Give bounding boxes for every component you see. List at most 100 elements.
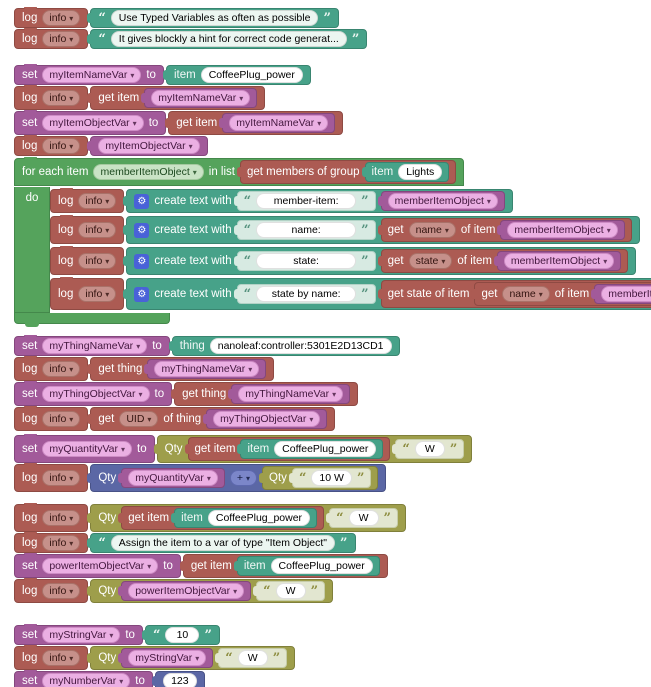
attribute-dropdown[interactable]: UID ▾ bbox=[119, 411, 159, 427]
log-block[interactable]: log info ▾ bbox=[14, 28, 89, 49]
variable-dropdown[interactable]: myItemObjectVar ▾ bbox=[98, 138, 200, 154]
text-block[interactable]: “ Assign the item to a var of type "Item… bbox=[87, 533, 356, 553]
log-block[interactable]: log info ▾ bbox=[50, 277, 125, 310]
variable-get-block[interactable]: myThingNameVar ▾ bbox=[144, 359, 267, 379]
gear-icon[interactable]: ⚙ bbox=[134, 193, 150, 209]
variable-dropdown[interactable]: myThingNameVar ▾ bbox=[154, 361, 260, 377]
variable-get-block[interactable]: myStringVar ▾ bbox=[118, 648, 214, 668]
set-variable-block[interactable]: set myItemObjectVar ▾ to bbox=[14, 110, 167, 135]
variable-dropdown[interactable]: myStringVar ▾ bbox=[128, 650, 207, 666]
quantity-block[interactable]: Qty “ 10 W ” bbox=[259, 466, 379, 490]
variable-dropdown[interactable]: memberItemObject▾ bbox=[387, 193, 498, 209]
get-item-block[interactable]: get item myItemNameVar ▾ bbox=[87, 86, 266, 110]
log-block[interactable]: log info ▾ bbox=[14, 406, 89, 431]
get-item-block[interactable]: get item item CoffeePlug_power bbox=[179, 554, 388, 578]
item-name-field[interactable]: CoffeePlug_power bbox=[207, 510, 311, 526]
item-block[interactable]: item CoffeePlug_power bbox=[237, 439, 384, 459]
log-block[interactable]: log info ▾ bbox=[14, 503, 89, 532]
gear-icon[interactable]: ⚙ bbox=[134, 222, 150, 238]
create-text-block[interactable]: ⚙ create text with “ state by name: ” ge… bbox=[123, 278, 651, 310]
log-block[interactable]: log info ▾ bbox=[14, 85, 89, 110]
variable-dropdown[interactable]: myItemNameVar ▾ bbox=[42, 67, 142, 83]
get-members-block[interactable]: get members of group item Lights bbox=[236, 160, 457, 184]
attribute-dropdown[interactable]: name ▾ bbox=[408, 222, 456, 238]
item-name-field[interactable]: CoffeePlug_power bbox=[200, 67, 303, 83]
get-item-block[interactable]: get item myItemNameVar ▾ bbox=[165, 111, 344, 135]
log-level-dropdown[interactable]: info ▾ bbox=[42, 138, 81, 154]
log-block[interactable]: log info ▾ bbox=[14, 7, 89, 28]
quantity-block[interactable]: Qty get item item CoffeePlug_power “ W ” bbox=[87, 504, 407, 532]
log-block[interactable]: log info ▾ bbox=[14, 578, 89, 603]
text-shadow-block[interactable]: “ member-item: ” bbox=[233, 191, 376, 211]
text-shadow-block[interactable]: “ W ” bbox=[392, 439, 465, 459]
item-name-field[interactable]: CoffeePlug_power bbox=[274, 441, 377, 457]
quantity-arithmetic-block[interactable]: Qty myQuantityVar ▾ + ▾ Qty “ 10 W ” bbox=[87, 464, 387, 492]
get-state-of-item-block[interactable]: get state of item get name ▾ of item memb… bbox=[377, 280, 651, 308]
variable-get-block[interactable]: myThingObjectVar ▾ bbox=[203, 409, 328, 429]
quantity-block[interactable]: Qty powerItemObjectVar ▾ “ W ” bbox=[87, 579, 334, 603]
text-field[interactable]: member-item: bbox=[256, 193, 357, 209]
item-block[interactable]: item CoffeePlug_power bbox=[171, 508, 318, 528]
variable-get-block[interactable]: memberItemObject▾ bbox=[493, 251, 622, 271]
quantity-block[interactable]: Qty get item item CoffeePlug_power “ W ” bbox=[153, 435, 473, 463]
quantity-block[interactable]: Qty myStringVar ▾ “ W ” bbox=[87, 646, 296, 670]
get-thing-block[interactable]: get thing myThingNameVar ▾ bbox=[171, 382, 359, 406]
text-field[interactable]: It gives blockly a hint for correct code… bbox=[110, 31, 347, 47]
variable-get-block[interactable]: myQuantityVar ▾ bbox=[118, 468, 225, 488]
log-level-dropdown[interactable]: info ▾ bbox=[42, 583, 81, 599]
variable-dropdown[interactable]: powerItemObjectVar ▾ bbox=[128, 583, 245, 599]
variable-dropdown[interactable]: myItemObjectVar ▾ bbox=[42, 115, 144, 131]
set-variable-block[interactable]: set myItemNameVar ▾ to bbox=[14, 64, 164, 85]
variable-dropdown[interactable]: myThingNameVar ▾ bbox=[42, 338, 148, 354]
create-text-block[interactable]: ⚙ create text with “ member-item: ” memb… bbox=[123, 189, 513, 213]
quantity-value-field[interactable]: 10 W bbox=[311, 470, 352, 486]
variable-dropdown[interactable]: powerItemObjectVar ▾ bbox=[42, 558, 159, 574]
log-block[interactable]: log info ▾ bbox=[14, 645, 89, 670]
get-thing-block[interactable]: get thing myThingNameVar ▾ bbox=[87, 357, 275, 381]
set-variable-block[interactable]: set myThingObjectVar ▾ to bbox=[14, 381, 173, 406]
variable-dropdown[interactable]: myNumberVar ▾ bbox=[42, 673, 131, 687]
log-level-dropdown[interactable]: info ▾ bbox=[42, 31, 81, 47]
text-field[interactable]: Use Typed Variables as often as possible bbox=[110, 10, 319, 26]
for-each-loop-block[interactable]: for each item memberItemObject ▾ in list … bbox=[14, 157, 651, 327]
thing-uid-field[interactable]: nanoleaf:controller:5301E2D13CD1 bbox=[209, 338, 392, 354]
set-variable-block[interactable]: set myQuantityVar ▾ to bbox=[14, 434, 155, 463]
variable-get-block[interactable]: memberItemObject▾ bbox=[591, 284, 651, 304]
variable-dropdown[interactable]: myThingObjectVar ▾ bbox=[213, 411, 321, 427]
variable-dropdown[interactable]: memberItemObject▾ bbox=[507, 222, 618, 238]
attribute-dropdown[interactable]: name ▾ bbox=[502, 286, 550, 302]
text-shadow-block[interactable]: “ W ” bbox=[326, 508, 399, 528]
log-level-dropdown[interactable]: info ▾ bbox=[78, 193, 117, 209]
variable-get-block[interactable]: memberItemObject▾ bbox=[497, 220, 625, 240]
variable-get-block[interactable]: myItemNameVar ▾ bbox=[141, 88, 258, 108]
set-variable-block[interactable]: set powerItemObjectVar ▾ to bbox=[14, 553, 181, 578]
text-shadow-block[interactable]: “ W ” bbox=[215, 648, 288, 668]
variable-dropdown[interactable]: myStringVar ▾ bbox=[42, 627, 121, 643]
variable-dropdown[interactable]: myThingObjectVar ▾ bbox=[42, 386, 150, 402]
variable-dropdown[interactable]: myQuantityVar ▾ bbox=[128, 470, 218, 486]
log-level-dropdown[interactable]: info ▾ bbox=[42, 411, 81, 427]
variable-get-block[interactable]: myItemObjectVar ▾ bbox=[87, 136, 208, 156]
item-name-field[interactable]: CoffeePlug_power bbox=[270, 558, 373, 574]
get-attribute-of-item-block[interactable]: get state ▾ of item memberItemObject ▾ bbox=[377, 249, 629, 273]
text-shadow-block[interactable]: “ 10 W ” bbox=[288, 468, 372, 488]
get-attribute-of-item-block[interactable]: get name▾ of item memberItemObject▾ bbox=[471, 282, 651, 306]
number-block[interactable]: 123 bbox=[151, 671, 205, 687]
log-level-dropdown[interactable]: info ▾ bbox=[42, 90, 81, 106]
unit-field[interactable]: W bbox=[348, 510, 379, 526]
text-block[interactable]: “ Use Typed Variables as often as possib… bbox=[87, 8, 339, 28]
log-level-dropdown[interactable]: info ▾ bbox=[78, 222, 117, 238]
text-block[interactable]: “ 10 ” bbox=[141, 625, 220, 645]
log-level-dropdown[interactable]: info ▾ bbox=[42, 510, 81, 526]
loop-variable-dropdown[interactable]: memberItemObject ▾ bbox=[93, 164, 204, 180]
text-field[interactable]: 10 bbox=[165, 627, 200, 643]
log-block[interactable]: log info ▾ bbox=[14, 463, 89, 492]
variable-dropdown[interactable]: memberItemObject▾ bbox=[503, 253, 615, 269]
create-text-block[interactable]: ⚙ create text with “ name: ” get name ▾ o… bbox=[123, 216, 640, 244]
text-block[interactable]: “ It gives blockly a hint for correct co… bbox=[87, 29, 368, 49]
number-field[interactable]: 123 bbox=[162, 673, 197, 687]
variable-dropdown[interactable]: myItemNameVar ▾ bbox=[229, 115, 329, 131]
log-block[interactable]: log info ▾ bbox=[14, 356, 89, 381]
variable-dropdown[interactable]: myQuantityVar ▾ bbox=[42, 441, 133, 457]
log-block[interactable]: log info ▾ bbox=[50, 246, 125, 275]
